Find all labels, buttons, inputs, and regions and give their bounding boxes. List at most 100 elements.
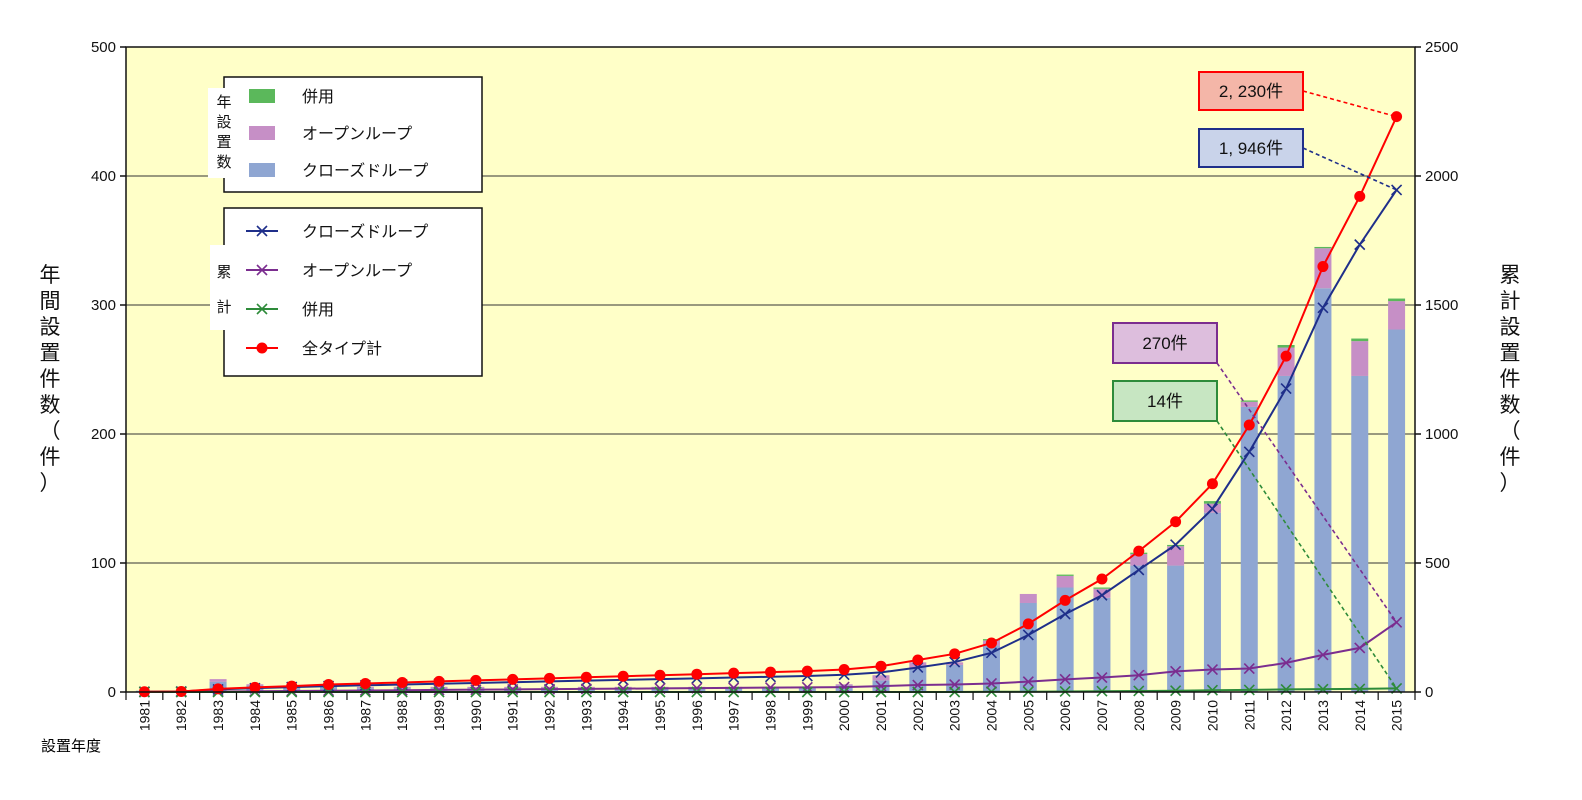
marker-total: [801, 665, 813, 677]
marker-closed-loop: [1317, 302, 1329, 314]
x-tick-label: 1993: [578, 700, 594, 731]
marker-stroke: [1354, 642, 1366, 654]
marker-total: [470, 674, 482, 686]
marker-stroke: [470, 684, 482, 696]
marker-stroke: [764, 682, 777, 694]
y-tick-label: 0: [1425, 684, 1433, 701]
y-tick-label: 2000: [1425, 168, 1458, 185]
callout-box: [1112, 322, 1218, 364]
marker-open-loop: [1206, 663, 1219, 676]
marker-combined: [1243, 684, 1255, 696]
x-tick-label: 1987: [357, 700, 373, 731]
bar-closed-loop: [1388, 329, 1406, 692]
marker-open-loop: [1059, 673, 1071, 685]
bar-open-loop: [1388, 301, 1406, 330]
marker-open-loop: [838, 681, 850, 693]
x-tick-label: 1982: [173, 700, 189, 731]
marker-total: [359, 677, 371, 689]
bar-open-loop: [1019, 593, 1037, 603]
marker-stroke: [1133, 564, 1145, 576]
marker-total: [433, 675, 445, 687]
marker-stroke: [838, 681, 850, 693]
marker-combined: [1133, 685, 1145, 697]
x-tick-label: 1984: [247, 700, 263, 731]
marker-stroke: [396, 684, 408, 696]
legend-label: クローズドループ: [302, 161, 428, 180]
marker-stroke: [1317, 649, 1329, 661]
bar-open-loop: [1130, 553, 1148, 566]
marker-stroke: [985, 677, 998, 690]
bar-closed-loop: [1277, 375, 1295, 692]
x-tick-label: 2007: [1094, 700, 1110, 731]
x-tick-label: 2006: [1057, 700, 1073, 731]
marker-total: [1059, 594, 1071, 606]
marker-stroke: [1243, 684, 1255, 696]
x-tick-label: 1983: [210, 700, 226, 731]
marker-total: [765, 666, 776, 678]
bar-open-loop: [504, 686, 522, 689]
marker-total: [1206, 478, 1218, 490]
y-tick-label: 0: [108, 684, 116, 701]
x-tick-label: 1981: [136, 700, 152, 731]
legend-group-label-bg: [208, 88, 238, 178]
legend-group-label-bg: [210, 245, 238, 330]
marker-closed-loop: [1133, 564, 1145, 576]
bar-closed-loop: [762, 688, 779, 692]
marker-total: [875, 660, 887, 672]
marker-total: [1317, 261, 1329, 273]
bar-closed-loop: [1056, 587, 1074, 692]
x-tick-label: 2008: [1131, 700, 1147, 731]
y-tick-label: 400: [91, 168, 116, 185]
marker-total: [580, 671, 592, 683]
legend-label: オープンループ: [302, 261, 412, 280]
x-tick-label: 2012: [1278, 700, 1294, 731]
bar-open-loop: [1167, 546, 1185, 566]
marker-closed-loop: [1059, 608, 1071, 620]
bar-combined: [1388, 298, 1406, 302]
x-tick-label: 1994: [615, 700, 631, 731]
marker-closed-loop: [949, 656, 961, 668]
y-tick-label: 500: [1425, 555, 1450, 572]
callout-label: 270件: [1142, 334, 1187, 353]
x-tick-label: 1985: [284, 700, 300, 731]
bar-open-loop: [430, 686, 448, 689]
marker-stroke: [1280, 683, 1292, 695]
marker-stroke: [1022, 629, 1034, 641]
marker-open-loop: [764, 682, 777, 694]
x-axis-title: 設置年度: [41, 737, 101, 755]
bar-combined: [1240, 400, 1258, 402]
marker-open-loop: [728, 682, 740, 694]
marker-total: [1133, 545, 1145, 557]
marker-closed-loop: [1354, 239, 1366, 251]
marker-total: [838, 664, 850, 676]
marker-stroke: [1170, 539, 1182, 551]
marker-stroke: [1243, 446, 1255, 458]
legend-marker: [256, 264, 268, 276]
bar-open-loop: [577, 686, 595, 689]
x-tick-label: 1998: [763, 700, 779, 731]
marker-stroke: [1206, 684, 1219, 696]
bar-combined: [1203, 501, 1221, 504]
marker-total: [949, 648, 961, 660]
y-axis-left: 0 100 200 300 400 500: [91, 39, 126, 701]
x-tick-label: 2014: [1352, 700, 1368, 731]
legend-label: 全タイプ計: [302, 339, 382, 358]
marker-closed-loop: [1391, 184, 1403, 196]
bar-closed-loop: [577, 688, 595, 692]
marker-stroke: [801, 681, 813, 693]
legend: 年設置数併用オープンループクローズドループ累計クローズドループオープンループ併用…: [208, 76, 483, 377]
bar-closed-loop: [909, 667, 927, 692]
y-axis-title-right: 累計設置件数（件）: [1500, 263, 1521, 495]
marker-total: [1170, 516, 1182, 528]
bar-closed-loop: [1203, 512, 1221, 692]
marker-open-loop: [1170, 665, 1182, 677]
legend-marker: [256, 303, 268, 315]
legend-label: オープンループ: [302, 124, 412, 143]
marker-stroke: [1206, 503, 1219, 515]
x-tick-label: 2013: [1315, 700, 1331, 731]
bar-open-loop: [614, 686, 632, 689]
marker-stroke: [1170, 665, 1182, 677]
marker-stroke: [1022, 676, 1034, 688]
bar-closed-loop: [1240, 406, 1258, 692]
